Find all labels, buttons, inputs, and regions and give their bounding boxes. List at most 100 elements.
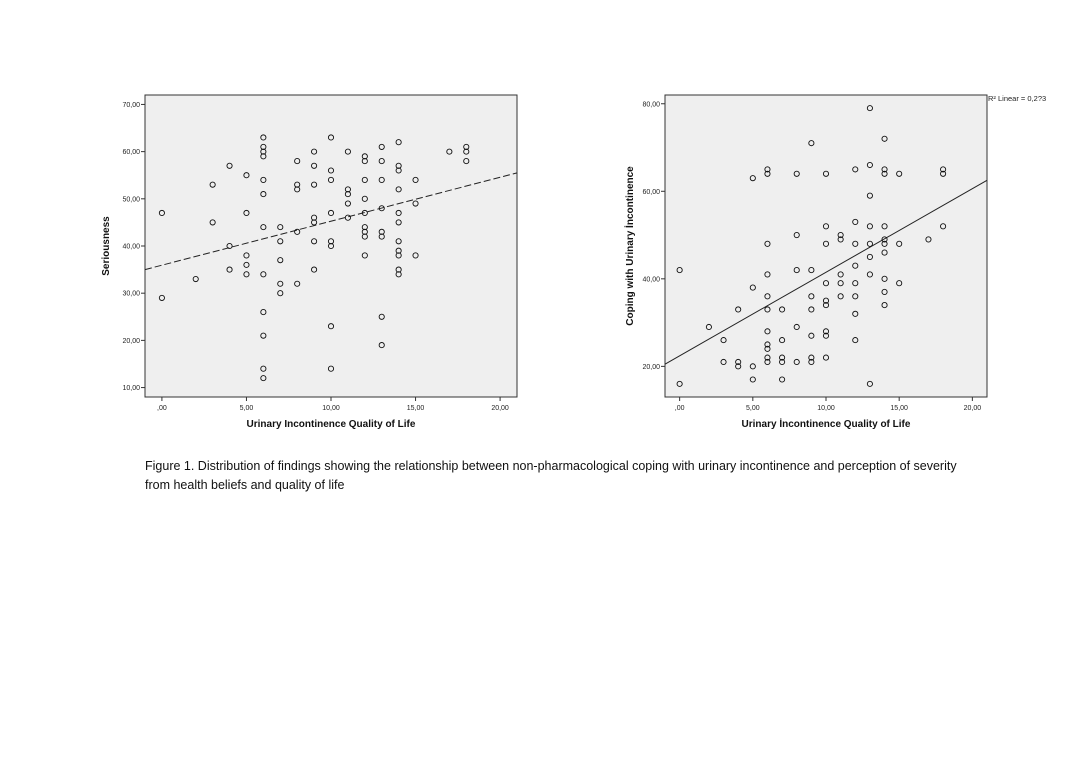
data-point [793, 323, 800, 331]
y-tick-label: 50,00 [122, 196, 140, 203]
x-tick-label: 5,00 [240, 405, 254, 412]
data-point [243, 252, 250, 259]
y-tick-label: 20,00 [122, 338, 140, 345]
x-tick-label: 20,00 [964, 405, 982, 412]
data-point [260, 134, 267, 141]
data-point [764, 354, 771, 361]
data-point [866, 105, 873, 112]
data-point [881, 249, 888, 256]
data-point [344, 148, 351, 155]
data-point [294, 158, 301, 165]
data-point [277, 257, 284, 264]
data-point [852, 310, 859, 317]
y-tick-label: 20,00 [642, 364, 660, 371]
data-point [260, 365, 267, 372]
data-point [764, 240, 771, 247]
data-point [378, 228, 385, 235]
data-point [866, 161, 873, 169]
data-point [881, 275, 888, 282]
y-tick-label: 10,00 [122, 385, 140, 392]
data-point [896, 280, 903, 287]
data-point [378, 342, 385, 349]
data-point [361, 233, 368, 240]
data-point [940, 166, 947, 173]
data-point [779, 354, 786, 361]
data-point [822, 170, 830, 177]
seriousness-scatter-svg: ,00 5,00 10,00 15,00 20,00 10,00 20,00 30,00 40,… [101, 94, 518, 430]
x-tick-label: 15,00 [407, 405, 425, 412]
data-point [940, 170, 947, 177]
data-point [327, 238, 335, 245]
data-point [378, 176, 385, 183]
data-point [395, 247, 402, 254]
data-point [764, 170, 771, 177]
y-tick-label: 80,00 [642, 101, 660, 108]
data-point [852, 337, 859, 344]
data-point [260, 224, 267, 231]
data-point [779, 376, 786, 383]
data-point [822, 280, 830, 287]
data-point [412, 176, 419, 183]
data-point [764, 293, 771, 300]
data-point [294, 228, 301, 235]
data-point [260, 271, 267, 278]
data-point [327, 134, 335, 141]
x-tick-label: ,00 [675, 405, 685, 412]
data-point [277, 290, 284, 297]
data-point [779, 337, 786, 344]
data-point [463, 148, 470, 155]
data-point [896, 170, 903, 177]
data-point [866, 380, 873, 387]
data-point [344, 191, 351, 198]
data-point [808, 293, 815, 300]
data-point [793, 232, 800, 239]
data-point [779, 306, 786, 313]
data-point [735, 363, 742, 370]
data-point [852, 240, 859, 247]
data-point [158, 209, 165, 217]
data-point [793, 358, 800, 366]
data-point [395, 271, 402, 278]
data-point [294, 186, 301, 193]
data-point [866, 253, 873, 260]
x-tick-label: 15,00 [890, 405, 908, 412]
data-point [243, 172, 250, 179]
data-point [881, 223, 888, 230]
data-point [260, 143, 267, 150]
data-point [749, 363, 756, 370]
data-point [294, 181, 301, 188]
data-point [808, 306, 815, 313]
data-point [808, 354, 815, 361]
data-point [822, 302, 830, 309]
data-point [277, 280, 284, 287]
data-point [764, 328, 771, 335]
data-point [881, 166, 888, 173]
data-point [735, 306, 742, 313]
data-point [764, 345, 771, 352]
data-point [837, 271, 844, 278]
data-point [344, 186, 351, 193]
data-point [852, 280, 859, 287]
data-point [361, 228, 368, 235]
data-point [327, 209, 335, 217]
data-point [837, 236, 844, 243]
data-point [260, 153, 267, 160]
data-point [822, 328, 830, 335]
data-point [395, 186, 402, 193]
data-point [311, 148, 318, 155]
data-point [412, 200, 419, 207]
x-axis-title: Urinary İncontinence Quality of Life [742, 417, 911, 430]
y-axis-title: Seriousness [101, 216, 112, 276]
data-point [705, 323, 712, 331]
data-point [260, 375, 267, 382]
data-point [837, 280, 844, 287]
data-point [395, 162, 402, 169]
data-point [361, 195, 368, 202]
data-point [822, 240, 830, 247]
data-point [395, 238, 402, 245]
data-point [361, 176, 368, 183]
data-point [720, 337, 727, 344]
data-point [361, 153, 368, 160]
data-point [226, 242, 233, 250]
data-point [311, 266, 318, 273]
